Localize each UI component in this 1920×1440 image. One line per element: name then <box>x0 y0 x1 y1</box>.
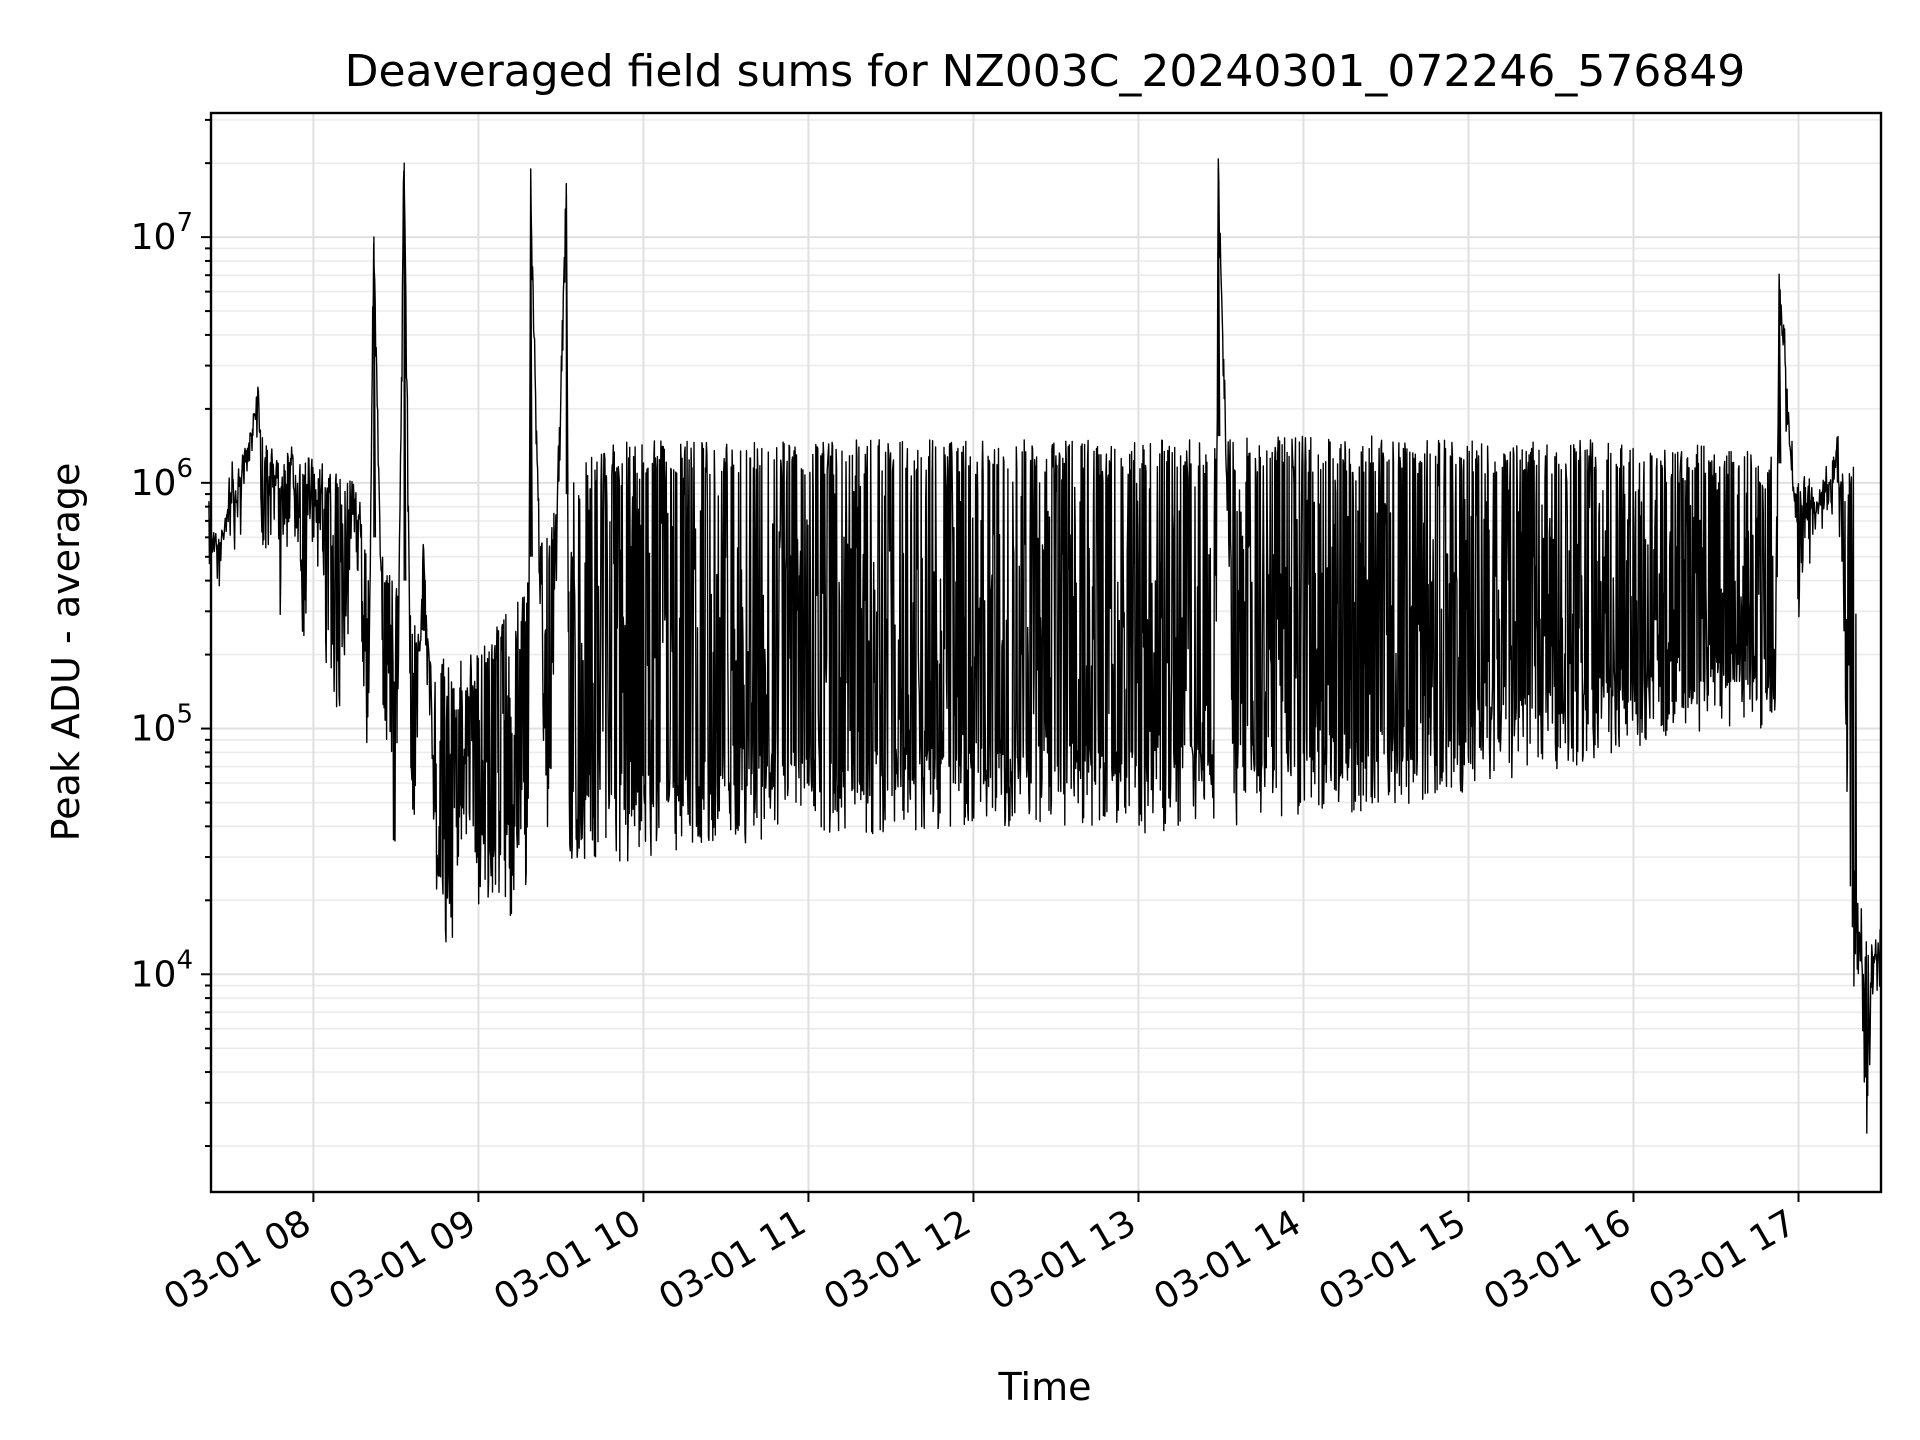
x-tick-label: 03-01 16 <box>1477 1202 1638 1318</box>
y-axis-ticks: 104 105 106 107 <box>131 118 211 1148</box>
x-tick-label: 03-01 08 <box>157 1202 318 1318</box>
x-tick-label: 03-01 17 <box>1642 1202 1803 1318</box>
series-line <box>208 158 1882 1134</box>
x-axis-label: Time <box>998 1365 1092 1409</box>
x-tick-label: 03-01 15 <box>1312 1202 1473 1318</box>
chart-title: Deaveraged field sums for NZ003C_2024030… <box>345 46 1746 97</box>
x-tick-label: 03-01 13 <box>982 1202 1143 1318</box>
y-axis-label: Peak ADU - average <box>44 463 88 842</box>
x-tick-label: 03-01 09 <box>322 1202 483 1318</box>
x-tick-label: 03-01 11 <box>652 1202 813 1318</box>
x-tick-label: 03-01 14 <box>1147 1202 1308 1318</box>
x-axis-ticks: 03-01 08 03-01 09 03-01 10 03-01 11 03-01 12… <box>157 1192 1803 1319</box>
y-tick-label: 104 <box>131 945 193 995</box>
y-tick-label: 107 <box>131 208 193 258</box>
plot-frame <box>209 111 1883 1194</box>
y-tick-label: 106 <box>131 454 193 504</box>
y-tick-label: 105 <box>131 700 193 750</box>
x-tick-label: 03-01 10 <box>487 1202 648 1318</box>
x-tick-label: 03-01 12 <box>817 1202 978 1318</box>
